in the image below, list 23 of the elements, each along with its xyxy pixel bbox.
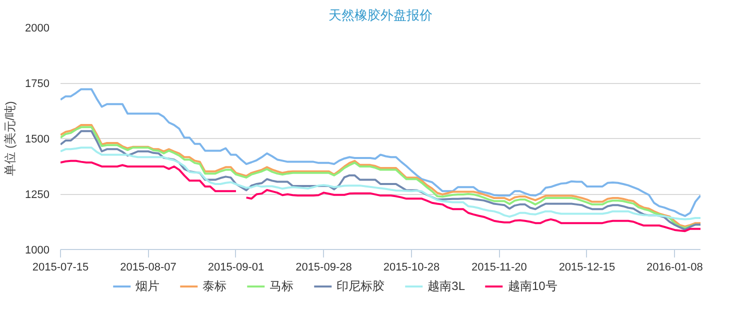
legend-label: 越南3L xyxy=(428,278,465,294)
chart-title: 天然橡胶外盘报价 xyxy=(328,8,432,22)
legend-label: 泰标 xyxy=(202,278,227,294)
y-tick-label: 1750 xyxy=(25,78,50,90)
line-series xyxy=(60,146,700,220)
y-tick-label: 1250 xyxy=(25,189,50,201)
line-series xyxy=(60,88,700,217)
x-tick-label: 2015-09-01 xyxy=(208,262,264,274)
x-tick-label: 2015-12-15 xyxy=(558,262,616,274)
x-tick-label: 2015-11-20 xyxy=(471,262,527,274)
x-tick-label: 2015-10-28 xyxy=(383,262,440,274)
legend-label: 烟片 xyxy=(136,278,160,294)
y-tick-label: 1000 xyxy=(25,244,50,256)
y-tick-label: 1500 xyxy=(25,134,50,146)
legend-label: 印尼标胶 xyxy=(336,278,385,294)
legend-label: 越南10号 xyxy=(508,278,558,294)
x-tick-label: 2016-01-08 xyxy=(646,262,703,274)
y-axis-title: 单位 (美元/吨) xyxy=(3,101,18,176)
y-tick-label: 2000 xyxy=(25,22,50,34)
x-tick-label: 2015-08-07 xyxy=(120,262,176,274)
x-tick-label: 2015-09-28 xyxy=(296,262,352,274)
legend-label: 马标 xyxy=(270,278,294,294)
x-tick-label: 2015-07-15 xyxy=(32,262,89,274)
